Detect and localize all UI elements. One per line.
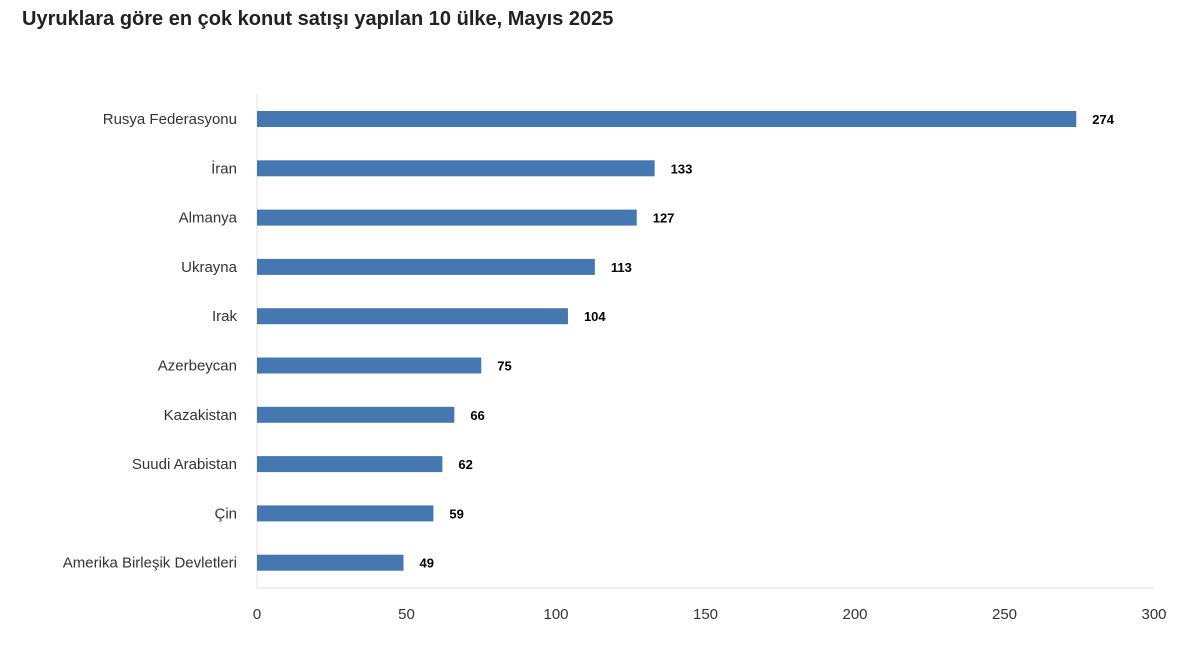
x-tick-label: 150	[693, 606, 718, 623]
category-label: Kazakistan	[164, 407, 237, 424]
category-label: Çin	[214, 505, 237, 522]
category-label: İran	[211, 159, 237, 177]
bar	[257, 160, 655, 177]
data-label: 49	[420, 556, 434, 571]
category-label: Suudi Arabistan	[132, 456, 237, 473]
x-tick-label: 200	[842, 606, 867, 623]
bar	[257, 406, 455, 423]
bar	[257, 209, 637, 226]
data-label: 75	[497, 359, 511, 374]
category-label: Rusya Federasyonu	[103, 111, 237, 128]
category-label: Irak	[212, 308, 238, 325]
bar	[257, 554, 404, 571]
x-tick-label: 0	[253, 606, 261, 623]
x-tick-label: 250	[992, 606, 1017, 623]
data-label: 59	[449, 506, 463, 521]
x-tick-label: 50	[398, 606, 415, 623]
bar	[257, 258, 595, 275]
x-tick-label: 100	[543, 606, 568, 623]
data-label: 62	[458, 457, 472, 472]
bar	[257, 308, 568, 325]
category-label: Ukrayna	[181, 259, 238, 276]
data-label: 104	[584, 309, 606, 324]
category-label: Almanya	[179, 210, 238, 227]
data-label: 274	[1092, 112, 1114, 127]
data-label: 66	[470, 408, 484, 423]
data-label: 133	[671, 161, 693, 176]
x-tick-label: 300	[1141, 606, 1166, 623]
bar	[257, 111, 1077, 127]
data-label: 127	[653, 211, 675, 226]
bar	[257, 357, 482, 374]
bar	[257, 505, 434, 522]
bar	[257, 456, 443, 473]
chart-title: Uyruklara göre en çok konut satışı yapıl…	[22, 8, 614, 30]
category-label: Amerika Birleşik Devletleri	[63, 555, 237, 572]
data-label: 113	[611, 260, 632, 275]
category-label: Azerbeycan	[158, 358, 237, 375]
